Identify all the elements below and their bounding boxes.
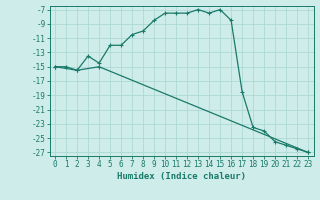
X-axis label: Humidex (Indice chaleur): Humidex (Indice chaleur) (117, 172, 246, 181)
